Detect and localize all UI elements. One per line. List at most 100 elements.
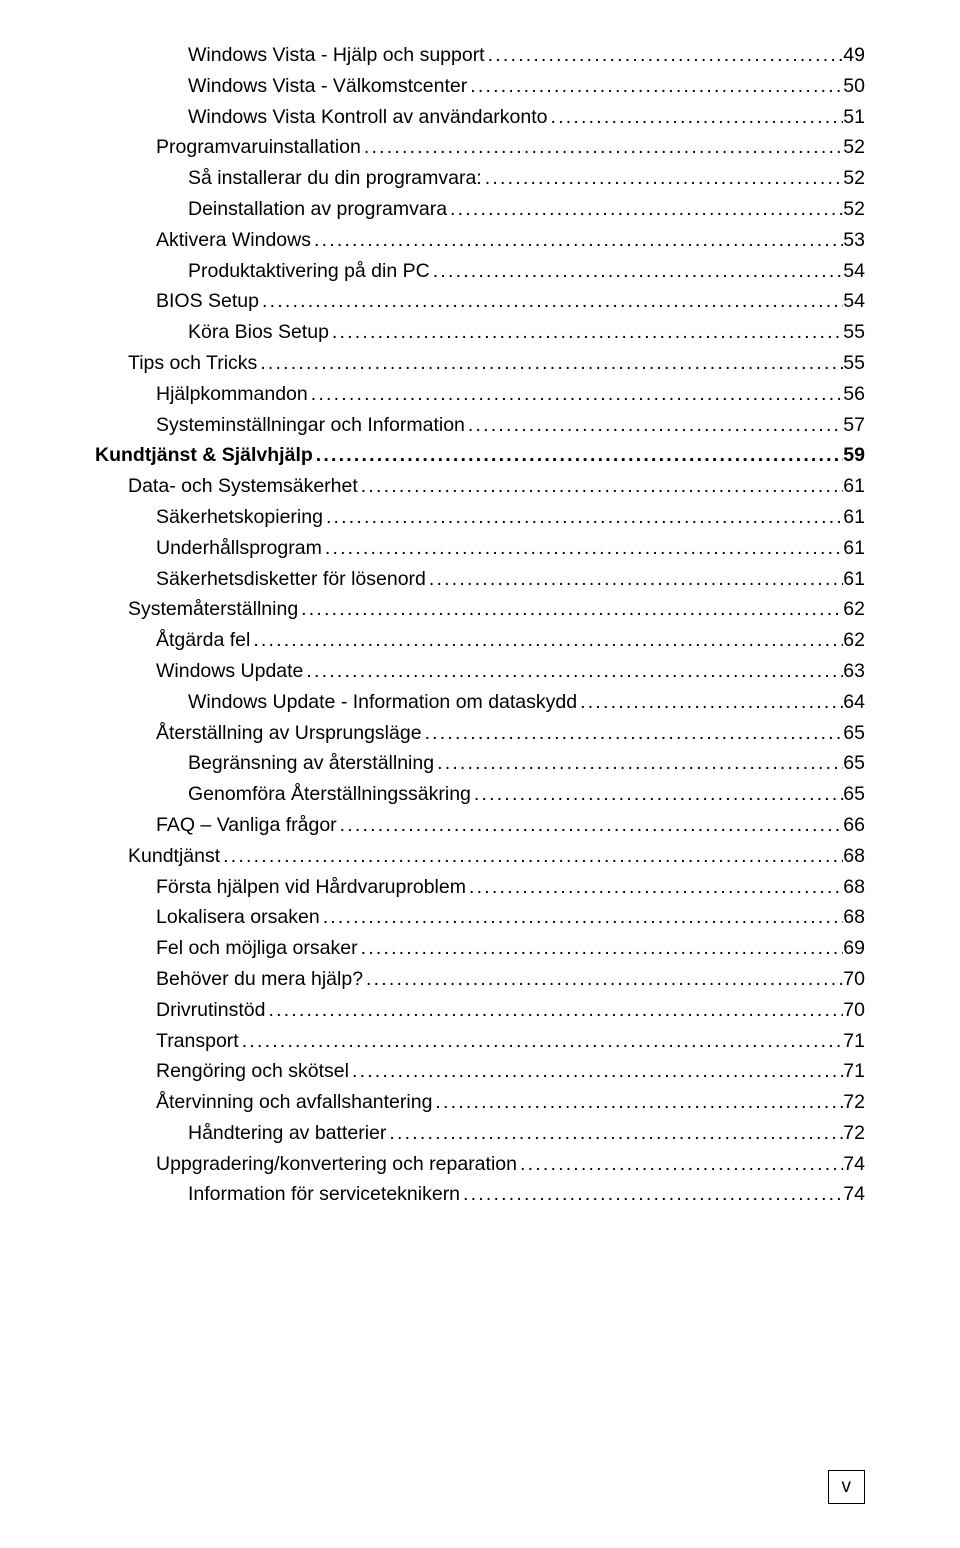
toc-entry: Säkerhetskopiering 61: [95, 502, 865, 533]
toc-entry: Genomföra Återställningssäkring 65: [95, 779, 865, 810]
toc-entry-page: 71: [843, 1056, 865, 1087]
toc-entry: Deinstallation av programvara 52: [95, 194, 865, 225]
toc-entry-page: 74: [843, 1149, 865, 1180]
toc-entry-label: Uppgradering/konvertering och reparation: [156, 1149, 517, 1180]
toc-entry-label: Säkerhetsdisketter för lösenord: [156, 564, 426, 595]
toc-entry: FAQ – Vanliga frågor 66: [95, 810, 865, 841]
toc-entry-page: 70: [843, 964, 865, 995]
toc-entry-label: Lokalisera orsaken: [156, 902, 320, 933]
toc-entry: Information för serviceteknikern 74: [95, 1179, 865, 1210]
toc-entry-label: Windows Update: [156, 656, 303, 687]
toc-entry-label: BIOS Setup: [156, 286, 259, 317]
toc-entry: Återvinning och avfallshantering 72: [95, 1087, 865, 1118]
toc-entry: Åtgärda fel 62: [95, 625, 865, 656]
toc-entry-page: 49: [843, 40, 865, 71]
toc-entry-label: Håndtering av batterier: [188, 1118, 386, 1149]
toc-leader-dots: [361, 132, 843, 163]
toc-entry: Begränsning av återställning 65: [95, 748, 865, 779]
toc-entry-page: 65: [843, 718, 865, 749]
toc-entry-label: Systemåterställning: [128, 594, 298, 625]
toc-entry-page: 62: [843, 594, 865, 625]
toc-entry-label: Kundtjänst: [128, 841, 220, 872]
toc-entry: Rengöring och skötsel 71: [95, 1056, 865, 1087]
toc-entry: Drivrutinstöd 70: [95, 995, 865, 1026]
toc-entry: Systeminställningar och Information 57: [95, 410, 865, 441]
toc-entry: Data- och Systemsäkerhet 61: [95, 471, 865, 502]
toc-leader-dots: [426, 564, 843, 595]
toc-entry-label: Windows Vista - Hjälp och support: [188, 40, 485, 71]
toc-entry-label: Tips och Tricks: [128, 348, 257, 379]
toc-entry-label: Transport: [156, 1026, 239, 1057]
toc-entry-label: Deinstallation av programvara: [188, 194, 447, 225]
toc-entry: Aktivera Windows 53: [95, 225, 865, 256]
toc-entry: Windows Vista - Hjälp och support 49: [95, 40, 865, 71]
toc-entry-label: Windows Update - Information om dataskyd…: [188, 687, 577, 718]
toc-entry-page: 64: [843, 687, 865, 718]
toc-entry-page: 70: [843, 995, 865, 1026]
toc-entry-page: 61: [843, 564, 865, 595]
toc-leader-dots: [432, 1087, 843, 1118]
toc-entry: Lokalisera orsaken 68: [95, 902, 865, 933]
toc-leader-dots: [298, 594, 843, 625]
toc-entry: Windows Update 63: [95, 656, 865, 687]
toc-entry: Windows Vista - Välkomstcenter 50: [95, 71, 865, 102]
toc-leader-dots: [434, 748, 843, 779]
toc-entry-page: 72: [843, 1087, 865, 1118]
toc-entry: Transport 71: [95, 1026, 865, 1057]
toc-entry-page: 63: [843, 656, 865, 687]
toc-entry-page: 57: [843, 410, 865, 441]
toc-entry-label: Första hjälpen vid Hårdvaruproblem: [156, 872, 466, 903]
toc-entry-label: Begränsning av återställning: [188, 748, 434, 779]
toc-entry: Kundtjänst & Självhjälp 59: [95, 440, 865, 471]
table-of-contents: Windows Vista - Hjälp och support 49Wind…: [95, 40, 865, 1210]
toc-leader-dots: [466, 872, 843, 903]
toc-entry-page: 61: [843, 533, 865, 564]
toc-entry-page: 51: [843, 102, 865, 133]
toc-entry-page: 66: [843, 810, 865, 841]
toc-entry-label: Underhållsprogram: [156, 533, 322, 564]
toc-entry-label: Rengöring och skötsel: [156, 1056, 349, 1087]
toc-leader-dots: [467, 71, 843, 102]
toc-leader-dots: [239, 1026, 844, 1057]
toc-leader-dots: [313, 440, 844, 471]
toc-leader-dots: [471, 779, 843, 810]
toc-entry: Så installerar du din programvara: 52: [95, 163, 865, 194]
toc-entry: Systemåterställning 62: [95, 594, 865, 625]
toc-entry-label: Drivrutinstöd: [156, 995, 265, 1026]
toc-entry-page: 74: [843, 1179, 865, 1210]
toc-entry-page: 55: [843, 317, 865, 348]
page-number: v: [828, 1470, 866, 1504]
toc-entry: Tips och Tricks 55: [95, 348, 865, 379]
toc-leader-dots: [308, 379, 844, 410]
toc-entry: BIOS Setup 54: [95, 286, 865, 317]
toc-entry: Köra Bios Setup 55: [95, 317, 865, 348]
toc-entry-page: 62: [843, 625, 865, 656]
toc-leader-dots: [220, 841, 843, 872]
toc-leader-dots: [265, 995, 843, 1026]
toc-entry-page: 56: [843, 379, 865, 410]
toc-entry-label: Åtgärda fel: [156, 625, 250, 656]
toc-entry-label: Hjälpkommandon: [156, 379, 308, 410]
toc-entry-label: Programvaruinstallation: [156, 132, 361, 163]
toc-entry-label: Aktivera Windows: [156, 225, 311, 256]
toc-leader-dots: [363, 964, 843, 995]
toc-entry-page: 65: [843, 748, 865, 779]
toc-entry: Programvaruinstallation 52: [95, 132, 865, 163]
toc-leader-dots: [358, 471, 844, 502]
toc-entry-page: 52: [843, 163, 865, 194]
toc-entry: Produktaktivering på din PC 54: [95, 256, 865, 287]
toc-leader-dots: [577, 687, 843, 718]
toc-entry: Windows Vista Kontroll av användarkonto …: [95, 102, 865, 133]
toc-entry: Återställning av Ursprungsläge 65: [95, 718, 865, 749]
toc-entry-label: Fel och möjliga orsaker: [156, 933, 358, 964]
toc-entry-label: Behöver du mera hjälp?: [156, 964, 363, 995]
toc-entry: Windows Update - Information om dataskyd…: [95, 687, 865, 718]
toc-entry-page: 52: [843, 194, 865, 225]
toc-leader-dots: [259, 286, 843, 317]
toc-entry-page: 65: [843, 779, 865, 810]
toc-entry: Fel och möjliga orsaker 69: [95, 933, 865, 964]
toc-leader-dots: [447, 194, 843, 225]
toc-entry-label: Så installerar du din programvara:: [188, 163, 482, 194]
toc-entry-label: Produktaktivering på din PC: [188, 256, 430, 287]
toc-leader-dots: [482, 163, 844, 194]
